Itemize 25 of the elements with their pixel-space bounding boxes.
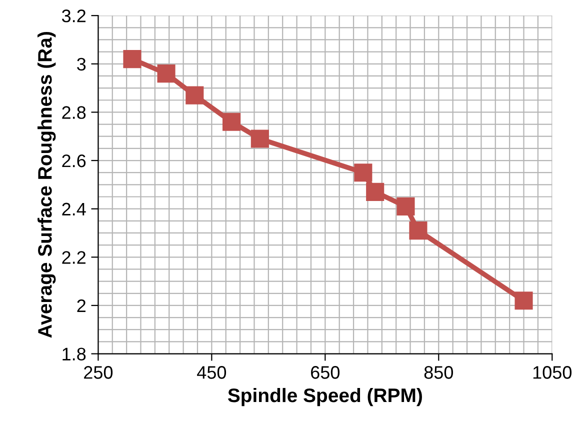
point bbox=[514, 292, 533, 310]
y-tick-label: 2.2 bbox=[62, 251, 86, 264]
y-tick-label: 2.4 bbox=[62, 202, 86, 216]
x-tick-label: 450 bbox=[197, 366, 226, 379]
point bbox=[250, 130, 269, 148]
y-axis-title: Average Surface Roughness (Ra) bbox=[38, 32, 56, 338]
x-axis-title: Spindle Speed (RPM) bbox=[228, 388, 422, 406]
y-tick-label: 1.8 bbox=[62, 348, 86, 360]
point bbox=[186, 86, 204, 104]
point bbox=[409, 222, 428, 240]
y-tick-label: 3.2 bbox=[62, 10, 86, 22]
x-tick-label: 250 bbox=[84, 366, 113, 379]
point bbox=[123, 50, 142, 68]
x-tick-label: 1050 bbox=[533, 366, 572, 379]
y-tick-label: 2.8 bbox=[62, 106, 86, 119]
x-tick-label: 650 bbox=[311, 366, 340, 379]
point bbox=[157, 64, 176, 83]
y-tick-label: 3 bbox=[77, 58, 86, 71]
point bbox=[222, 112, 241, 131]
point bbox=[366, 182, 384, 201]
point bbox=[396, 197, 415, 216]
x-tick-label: 850 bbox=[424, 366, 454, 379]
y-tick-label: 2.6 bbox=[62, 154, 86, 168]
point bbox=[354, 164, 372, 182]
y-tick-label: 2 bbox=[77, 299, 86, 312]
